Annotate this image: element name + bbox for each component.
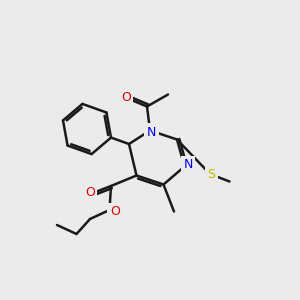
Text: S: S: [208, 167, 215, 181]
Text: O: O: [85, 185, 95, 199]
Text: O: O: [110, 205, 120, 218]
Text: O: O: [121, 91, 131, 104]
Text: N: N: [147, 125, 156, 139]
Text: N: N: [183, 158, 193, 172]
